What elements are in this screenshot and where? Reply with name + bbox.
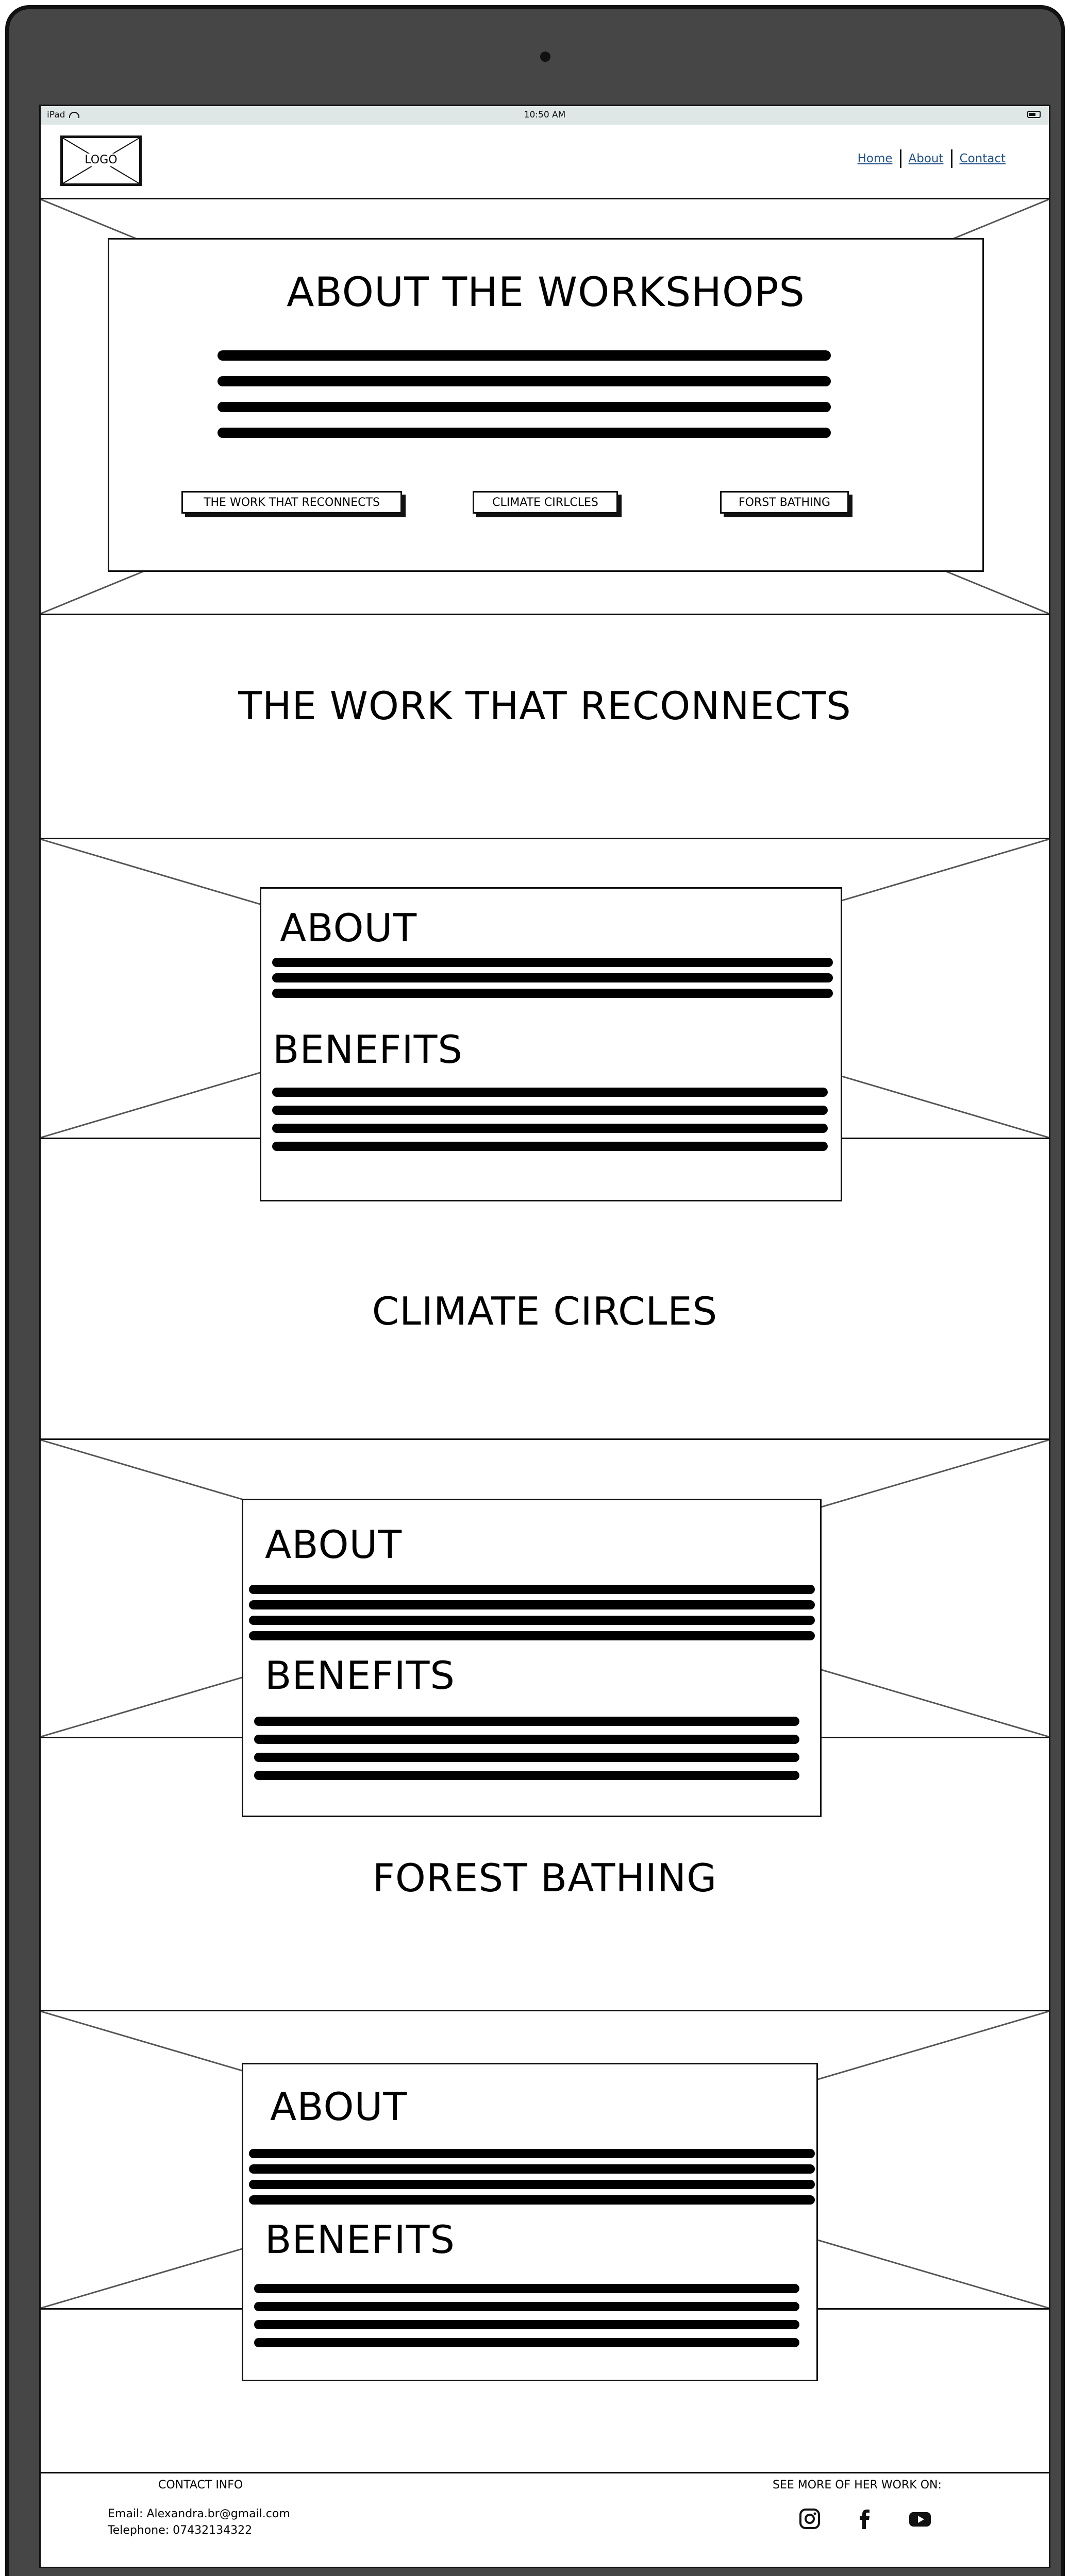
contact-phone: Telephone: 07432134322 xyxy=(108,2524,253,2537)
ipad-frame: iPad 10:50 AM LOGO Home About Contact xyxy=(5,5,1065,2576)
instagram-icon[interactable] xyxy=(798,2507,821,2530)
forest-bathing-card: ABOUT BENEFITS xyxy=(242,2063,818,2381)
social-icons xyxy=(798,2507,932,2530)
social-title: SEE MORE OF HER WORK ON: xyxy=(773,2479,942,2492)
status-bar: iPad 10:50 AM xyxy=(41,106,1049,125)
footer: CONTACT INFO Email: Alexandra.br@gmail.c… xyxy=(41,2472,1049,2567)
nav-about-link[interactable]: About xyxy=(908,152,944,165)
hero-card: ABOUT THE WORKSHOPS THE WORK THAT RECONN… xyxy=(108,238,984,572)
hero-text-placeholder xyxy=(218,350,831,438)
about-text-placeholder xyxy=(249,1585,815,1640)
work-that-reconnects-card: ABOUT BENEFITS xyxy=(260,887,842,1201)
device-label: iPad xyxy=(47,110,65,120)
nav-home-link[interactable]: Home xyxy=(857,152,893,165)
nav-contact-link[interactable]: Contact xyxy=(959,152,1006,165)
contact-email: Email: Alexandra.br@gmail.com xyxy=(108,2507,290,2520)
camera-icon xyxy=(540,52,550,62)
nav-divider xyxy=(950,149,952,168)
section-title-climate-circles: CLIMATE CIRCLES xyxy=(372,1289,718,1334)
about-text-placeholder xyxy=(249,2149,815,2205)
youtube-icon[interactable] xyxy=(908,2507,932,2530)
logo[interactable]: LOGO xyxy=(60,135,142,186)
hero-title: ABOUT THE WORKSHOPS xyxy=(287,269,805,316)
benefits-heading: BENEFITS xyxy=(265,2217,456,2262)
climate-circles-card: ABOUT BENEFITS xyxy=(242,1499,822,1817)
hero-section: ABOUT THE WORKSHOPS THE WORK THAT RECONN… xyxy=(41,199,1049,615)
about-text-placeholder xyxy=(272,958,833,998)
hero-buttons: THE WORK THAT RECONNECTS CLIMATE CIRLCLE… xyxy=(109,491,982,522)
about-heading: ABOUT xyxy=(270,2084,408,2129)
benefits-heading: BENEFITS xyxy=(265,1653,456,1698)
navbar: LOGO Home About Contact xyxy=(41,125,1049,199)
contact-info-title: CONTACT INFO xyxy=(158,2479,243,2492)
battery-icon xyxy=(1027,111,1041,118)
benefits-heading: BENEFITS xyxy=(273,1027,463,1072)
nav-divider xyxy=(899,149,901,168)
facebook-icon[interactable] xyxy=(853,2507,876,2530)
screen: iPad 10:50 AM LOGO Home About Contact xyxy=(39,105,1050,2568)
forest-bathing-button[interactable]: FORST BATHING xyxy=(720,491,849,514)
status-time: 10:50 AM xyxy=(524,110,566,120)
logo-text: LOGO xyxy=(81,154,121,166)
wifi-icon xyxy=(69,112,80,118)
climate-circles-button[interactable]: CLIMATE CIRLCLES xyxy=(473,491,618,514)
about-heading: ABOUT xyxy=(265,1522,403,1567)
section-title-forest-bathing: FOREST BATHING xyxy=(372,1855,717,1901)
nav-links: Home About Contact xyxy=(850,149,1013,168)
benefits-text-placeholder xyxy=(272,1088,828,1151)
about-heading: ABOUT xyxy=(280,905,417,951)
benefits-text-placeholder xyxy=(254,2284,799,2347)
work-that-reconnects-button[interactable]: THE WORK THAT RECONNECTS xyxy=(181,491,402,514)
section-title-work-that-reconnects: THE WORK THAT RECONNECTS xyxy=(238,683,851,728)
benefits-text-placeholder xyxy=(254,1717,799,1780)
